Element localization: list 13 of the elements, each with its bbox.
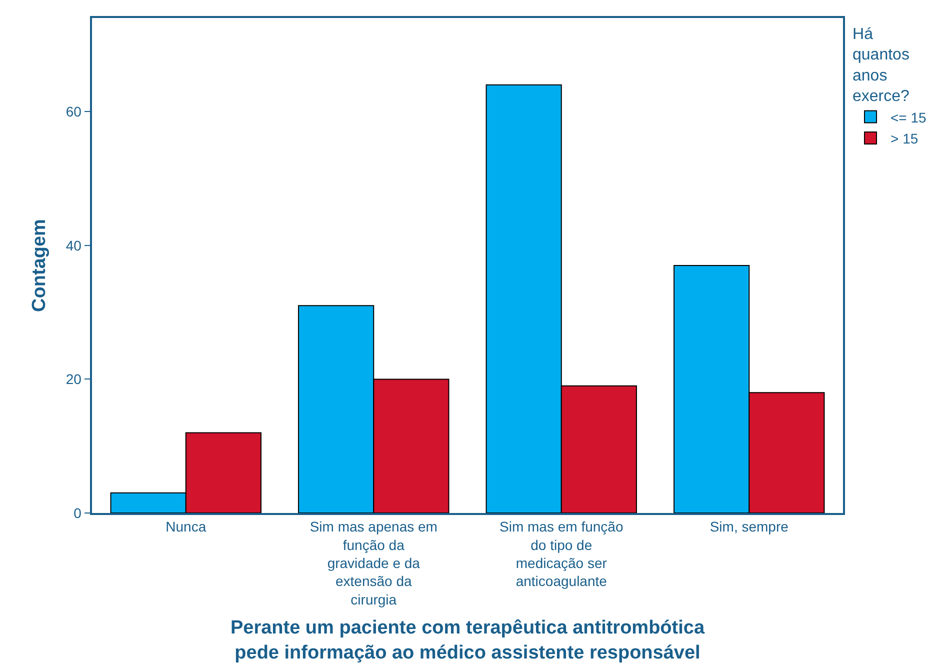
x-tick-label: Sim, sempre [710, 518, 789, 535]
y-tick-label: 20 [66, 371, 82, 388]
legend-label: <= 15 [890, 109, 927, 126]
y-tick-label: 40 [66, 237, 82, 254]
x-tick-label: Nunca [166, 518, 206, 535]
legend-title: Há quantos anos exerce? [852, 26, 910, 106]
y-axis-title: Contagem [29, 219, 50, 312]
legend-label: > 15 [890, 130, 918, 146]
x-tick-label: Sim mas em função do tipo de medicação ser anticoagulante [500, 518, 624, 590]
x-tick-label: Sim mas apenas em função da gravidade e da extensão da cirurgia [310, 518, 438, 608]
y-tick-label: 60 [66, 104, 82, 120]
x-axis-title: Perante um paciente com terapêutica antitrombótica pede informação ao médico assistente responsável [230, 618, 705, 664]
y-tick-label: 0 [74, 504, 82, 521]
